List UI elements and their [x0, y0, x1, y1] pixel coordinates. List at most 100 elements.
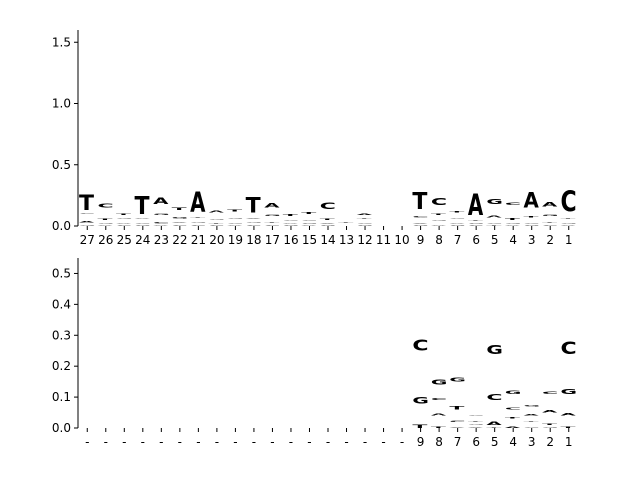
logo-letter-c: C	[79, 213, 95, 214]
x-tick-label: 4	[509, 435, 517, 449]
x-tick-label: 27	[80, 233, 95, 247]
logo-letter-a: A	[505, 427, 521, 429]
x-tick-label: -	[215, 435, 219, 449]
logo-letter-t: T	[431, 426, 446, 428]
logo-letter-a: A	[431, 225, 447, 226]
logo-letter-t: T	[560, 218, 576, 219]
logo-letter-a: A	[468, 428, 484, 429]
logo-letter-c: C	[412, 216, 428, 218]
x-tick-label: -	[159, 435, 163, 449]
x-tick-label: 8	[435, 435, 443, 449]
logo-letter-a: A	[468, 188, 484, 222]
x-tick-label: 25	[117, 233, 132, 247]
logo-letter-t: T	[116, 213, 132, 215]
logo-letter-t: T	[542, 221, 558, 222]
x-tick-label: 24	[135, 233, 150, 247]
x-tick-label: -	[289, 435, 293, 449]
x-tick-label: 11	[376, 233, 391, 247]
logo-letter-a: A	[523, 414, 539, 416]
x-tick-label: 5	[491, 233, 499, 247]
logo-letter-t: T	[209, 223, 225, 224]
logo-letter-g: G	[449, 377, 465, 383]
logo-letter-c: C	[560, 338, 576, 358]
x-tick-label: 9	[417, 435, 425, 449]
x-tick-label: 13	[339, 233, 354, 247]
logo-letter-t: T	[246, 194, 261, 219]
logo-letter-a: A	[153, 196, 169, 206]
y-tick-label: 0.3	[52, 328, 71, 342]
logo-letter-a: A	[116, 223, 132, 224]
x-tick-label: 6	[472, 233, 480, 247]
logo-letter-c: C	[357, 223, 373, 224]
logo-letter-g: G	[560, 388, 577, 396]
logo-letter-t: T	[320, 218, 336, 220]
logo-letter-g: G	[227, 218, 243, 219]
x-tick-label: 8	[435, 233, 443, 247]
x-tick-label: 22	[172, 233, 187, 247]
logo-letter-g: G	[412, 395, 429, 405]
logo-letter-c: C	[431, 197, 447, 208]
x-tick-label: 2	[546, 233, 554, 247]
x-tick-label: 18	[246, 233, 261, 247]
y-tick-label: 0.1	[52, 390, 71, 404]
logo-letter-t: T	[357, 218, 373, 219]
logo-letter-c: C	[190, 225, 206, 226]
logo-letter-t: T	[412, 188, 428, 215]
logo-letter-c: C	[227, 223, 243, 224]
logo-letter-t: T	[79, 191, 94, 215]
logo-letter-t: T	[505, 417, 521, 419]
logo-letter-t: T	[227, 209, 242, 212]
logo-letter-g: G	[172, 217, 189, 219]
logo-letter-c: C	[135, 223, 151, 224]
x-tick-label: 12	[357, 233, 372, 247]
logo-letter-t: T	[542, 423, 557, 425]
x-tick-label: 2	[546, 435, 554, 449]
logo-letter-a: A	[79, 221, 95, 223]
logo-letter-a: A	[246, 218, 262, 219]
logo-letter-g: G	[542, 215, 558, 217]
logo-letter-t: T	[468, 220, 484, 221]
logo-letter-c: C	[542, 391, 558, 395]
logo-letter-a: A	[412, 223, 428, 224]
logo-letter-a: A	[190, 186, 206, 218]
logo-letter-g: G	[98, 223, 114, 224]
logo-letter-g: G	[190, 222, 206, 223]
logo-letter-a: A	[357, 214, 373, 216]
logo-letter-g: G	[431, 378, 447, 386]
x-tick-label: 3	[528, 233, 536, 247]
logo-letter-t: T	[135, 191, 150, 221]
x-tick-label: 7	[454, 233, 462, 247]
logo-panel-top: 0.00.51.01.527 26 25 24 23 22 21 20 19 18 17 16 15 14…	[52, 30, 577, 247]
logo-letter-a: A	[542, 201, 558, 208]
logo-letter-c: C	[98, 203, 114, 209]
logo-letter-g: G	[486, 342, 502, 357]
logo-letter-t: T	[449, 405, 464, 410]
x-tick-label: 26	[98, 233, 113, 247]
logo-letter-a: A	[486, 422, 501, 427]
logo-letter-t: T	[468, 421, 484, 422]
x-tick-label: 4	[509, 233, 517, 247]
x-tick-label: 1	[565, 435, 573, 449]
x-tick-label: -	[233, 435, 237, 449]
x-tick-label: -	[307, 435, 311, 449]
logo-letter-c: C	[505, 407, 521, 410]
logo-letter-a: A	[264, 202, 280, 209]
x-tick-label: 3	[528, 435, 536, 449]
logo-letter-t: T	[283, 214, 298, 217]
logo-letter-a: A	[449, 427, 465, 428]
logo-letter-g: G	[79, 225, 95, 226]
logo-letter-t: T	[449, 211, 465, 213]
x-tick-label: -	[252, 435, 256, 449]
x-tick-label: 7	[454, 435, 462, 449]
logo-letter-t: T	[523, 216, 539, 218]
logo-letter-c: C	[523, 427, 539, 428]
x-tick-label: 5	[491, 435, 499, 449]
logo-letter-g: G	[560, 223, 576, 224]
logo-letter-t: T	[190, 217, 206, 218]
x-tick-label: -	[363, 435, 367, 449]
x-tick-label: -	[381, 435, 385, 449]
x-tick-label: 6	[472, 435, 480, 449]
x-tick-label: -	[122, 435, 126, 449]
logo-letter-c: C	[523, 223, 539, 224]
